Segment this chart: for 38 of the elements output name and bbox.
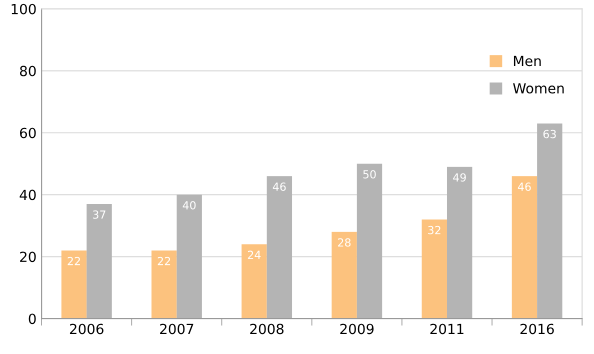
bar — [537, 123, 562, 319]
y-tick-label: 100 — [12, 4, 36, 14]
data-label: 50 — [363, 170, 376, 179]
y-tick-label: 20 — [20, 252, 36, 262]
data-label: 32 — [428, 226, 440, 234]
legend-label: Men — [514, 56, 541, 66]
bar — [512, 176, 538, 319]
x-tick-label: 2011 — [430, 324, 464, 334]
data-label: 22 — [158, 256, 170, 266]
bar — [266, 176, 292, 319]
data-label: 37 — [93, 210, 106, 219]
y-tick-label: 0 — [28, 314, 36, 324]
y-tick-label: 40 — [20, 190, 36, 200]
bar — [332, 232, 357, 319]
x-tick-label: 2006 — [70, 324, 104, 334]
x-tick-label: 2007 — [160, 324, 194, 334]
y-tick-label: 60 — [20, 128, 36, 138]
x-tick-label: 2016 — [520, 324, 554, 334]
bar — [151, 250, 177, 319]
data-label: 22 — [68, 256, 80, 266]
x-tick-label: 2009 — [340, 324, 374, 334]
bar — [86, 204, 112, 319]
data-label: 46 — [518, 182, 531, 191]
bar — [356, 164, 382, 319]
data-label: 40 — [182, 201, 196, 210]
x-tick-label: 2008 — [250, 324, 284, 334]
legend-label: Women — [513, 83, 564, 94]
data-label: 28 — [338, 238, 351, 247]
data-label: 46 — [272, 182, 286, 191]
bar — [61, 250, 87, 319]
y-tick-label: 80 — [20, 66, 36, 76]
bar — [242, 244, 267, 319]
data-label: 49 — [453, 173, 466, 182]
bar — [446, 166, 472, 319]
data-label: 63 — [543, 130, 556, 138]
data-label: 24 — [248, 250, 261, 259]
bar — [422, 219, 447, 319]
bar — [176, 194, 202, 319]
